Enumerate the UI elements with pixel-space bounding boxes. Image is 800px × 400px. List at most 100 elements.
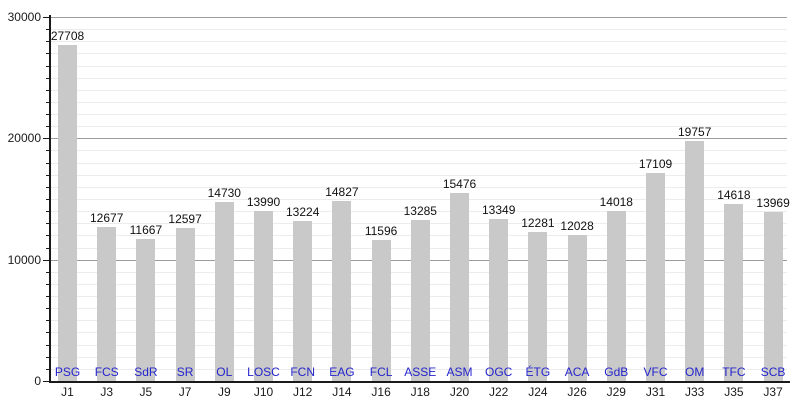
team-link-FCN[interactable]: FCN [290,365,316,379]
team-link-PSG[interactable]: PSG [54,365,81,379]
bar-TFC [724,203,744,381]
value-label: 12677 [90,211,124,226]
team-link-FCL[interactable]: FCL [369,365,393,379]
bar-LOSC [254,211,273,381]
team-link-TFC[interactable]: TFC [722,365,746,379]
minor-gridline [50,174,787,176]
minor-gridline [50,29,787,31]
x-tick-label: J10 [253,385,274,399]
y-axis-tick [46,283,50,285]
y-axis-tick [46,235,50,237]
bar-OGC [489,219,509,381]
bar-FCS [97,227,117,381]
team-link-ÉTG[interactable]: ÉTG [525,365,551,379]
minor-gridline [50,77,787,79]
bar-ASM [450,193,469,381]
value-label: 14018 [599,194,633,209]
team-link-VFC[interactable]: VFC [643,365,668,379]
minor-gridline [50,126,787,128]
y-axis-tick [46,344,50,346]
minor-gridline [50,199,787,200]
y-axis [49,15,51,383]
value-label: 14618 [717,187,751,202]
y-axis-tick [46,101,50,103]
y-axis-tick [46,65,50,67]
team-link-ASSE[interactable]: ASSE [404,365,437,379]
y-axis-tick [46,320,50,322]
team-link-ASM[interactable]: ASM [446,365,473,379]
minor-gridline [50,186,787,188]
bar-PSG [58,44,77,381]
bar-VFC [646,173,665,381]
value-label: 11667 [129,223,163,238]
value-label: 12028 [560,219,594,234]
bar-SR [175,228,195,381]
y-axis-tick [46,77,50,79]
team-link-SdR[interactable]: SdR [134,365,158,379]
team-link-OGC[interactable]: OGC [485,365,513,379]
x-tick-label: J37 [763,385,783,399]
team-link-FCS[interactable]: FCS [94,365,119,379]
x-tick-label: J29 [606,385,626,399]
value-label: 13990 [246,195,281,210]
bar-OM [685,141,705,381]
y-axis-tick [46,247,50,249]
bar-FCL [371,240,391,381]
x-tick-label: J14 [332,385,352,399]
value-label: 19757 [678,125,712,140]
y-axis-tick [46,150,50,152]
x-tick-label: J16 [371,385,391,399]
x-tick-label: J5 [139,385,153,399]
y-axis-tick [46,174,50,176]
team-link-OL[interactable]: OL [216,365,233,379]
team-link-SR[interactable]: SR [176,365,194,379]
y-tick-label: 20000 [7,131,41,146]
y-axis-tick [46,89,50,91]
bar-SCB [763,211,783,381]
minor-gridline [50,114,787,116]
x-tick-label: J7 [178,385,192,399]
y-axis-tick [46,271,50,273]
y-axis-tick [46,332,50,334]
y-axis-tick [46,211,50,213]
y-tick-label: 0 [34,374,41,388]
team-link-SCB[interactable]: SCB [760,365,786,379]
y-axis-tick [43,138,50,140]
x-tick-label: J33 [685,385,705,399]
minor-gridline [50,162,787,164]
minor-gridline [50,65,787,67]
value-label: 15476 [442,177,477,192]
x-tick-label: J31 [645,385,666,399]
team-link-EAG[interactable]: EAG [329,365,355,379]
x-tick-label: J20 [449,385,470,399]
team-link-OM[interactable]: OM [685,365,705,379]
minor-gridline [50,150,787,152]
value-label: 14730 [207,186,241,201]
value-label: 17109 [638,157,673,172]
x-tick-label: J1 [61,385,74,399]
y-axis-tick [46,126,50,128]
bar-ASSE [410,219,430,381]
x-tick-label: J24 [528,385,548,399]
y-axis-tick [46,356,50,358]
y-axis-tick [46,53,50,55]
x-tick-label: J26 [567,385,587,399]
bar-EAG [332,201,352,381]
y-axis-tick [46,114,50,116]
y-axis-tick [43,381,50,382]
y-axis-tick [46,162,50,164]
y-axis-tick [46,41,50,43]
y-tick-label: 30000 [7,10,41,24]
bar-ACA [567,235,587,381]
value-label: 13349 [482,203,516,218]
value-label: 13969 [756,195,790,210]
value-label: 14827 [325,185,359,200]
team-link-ACA[interactable]: ACA [564,365,590,379]
value-label: 13285 [403,203,437,218]
bar-OL [214,202,234,381]
x-tick-label: J9 [217,385,231,399]
x-axis [49,381,790,383]
team-link-LOSC[interactable]: LOSC [247,365,280,379]
x-tick-label: J35 [724,385,744,399]
team-link-GdB[interactable]: GdB [604,365,629,379]
